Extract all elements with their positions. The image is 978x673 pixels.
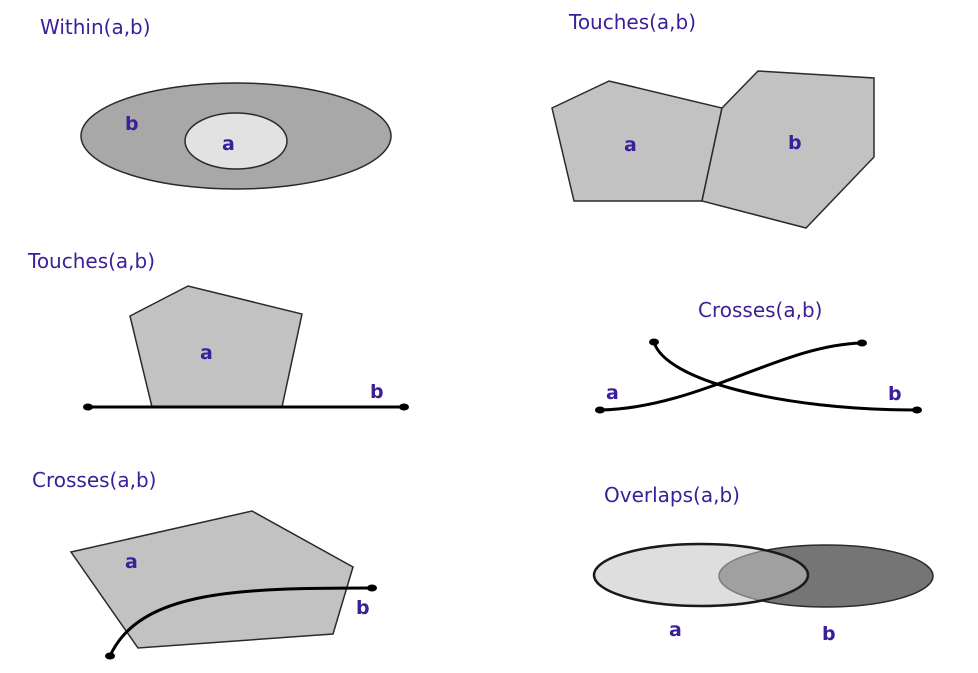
- touches-line-endpoint-right: [399, 403, 409, 411]
- within-panel: Within(a,b) b a: [40, 15, 392, 190]
- crosses-lines-label-b: b: [888, 383, 902, 405]
- within-title: Within(a,b): [40, 15, 151, 39]
- touches-polygon-b: [701, 70, 875, 229]
- crosses-line-a-end: [857, 339, 867, 347]
- crosses-line-b: [652, 341, 918, 412]
- crosses-lines-label-a: a: [606, 382, 619, 404]
- overlaps-label-b: b: [822, 623, 836, 645]
- touches-line-label-a: a: [200, 342, 213, 364]
- crosses-line-a: [599, 341, 863, 412]
- overlaps-panel: Overlaps(a,b) a b: [592, 483, 934, 645]
- crosses-polygon-line-b: [108, 586, 373, 657]
- overlaps-ellipse-a: [592, 542, 810, 608]
- touches-line-panel: Touches(a,b) a b: [27, 249, 409, 411]
- crosses-polygon-line-start: [105, 652, 115, 660]
- overlaps-label-a: a: [669, 619, 682, 641]
- within-label-a: a: [222, 133, 235, 155]
- touches-polygons-label-b: b: [788, 132, 802, 154]
- touches-line-polygon-a: [129, 285, 303, 408]
- within-label-b: b: [125, 113, 139, 135]
- touches-line-endpoint-left: [83, 403, 93, 411]
- crosses-lines-title: Crosses(a,b): [698, 298, 822, 322]
- touches-polygons-panel: Touches(a,b) a b: [551, 10, 875, 229]
- crosses-lines-panel: Crosses(a,b) a b: [595, 298, 922, 414]
- touches-polygons-title: Touches(a,b): [568, 10, 696, 34]
- crosses-line-b-start: [649, 338, 659, 346]
- crosses-polygon-title: Crosses(a,b): [32, 468, 156, 492]
- crosses-polygon-panel: Crosses(a,b) a b: [32, 468, 377, 660]
- crosses-line-a-start: [595, 406, 605, 414]
- crosses-polygon-label-a: a: [125, 551, 138, 573]
- crosses-polygon-label-b: b: [356, 597, 370, 619]
- within-inner-ellipse-a: [184, 112, 288, 170]
- crosses-polygon-line-end: [367, 584, 377, 592]
- overlaps-title: Overlaps(a,b): [604, 483, 740, 507]
- touches-line-label-b: b: [370, 381, 384, 403]
- touches-polygons-label-a: a: [624, 134, 637, 156]
- crosses-line-b-end: [912, 406, 922, 414]
- touches-line-title: Touches(a,b): [27, 249, 155, 273]
- crosses-polygon-a: [69, 510, 354, 649]
- touches-polygon-a: [551, 80, 723, 202]
